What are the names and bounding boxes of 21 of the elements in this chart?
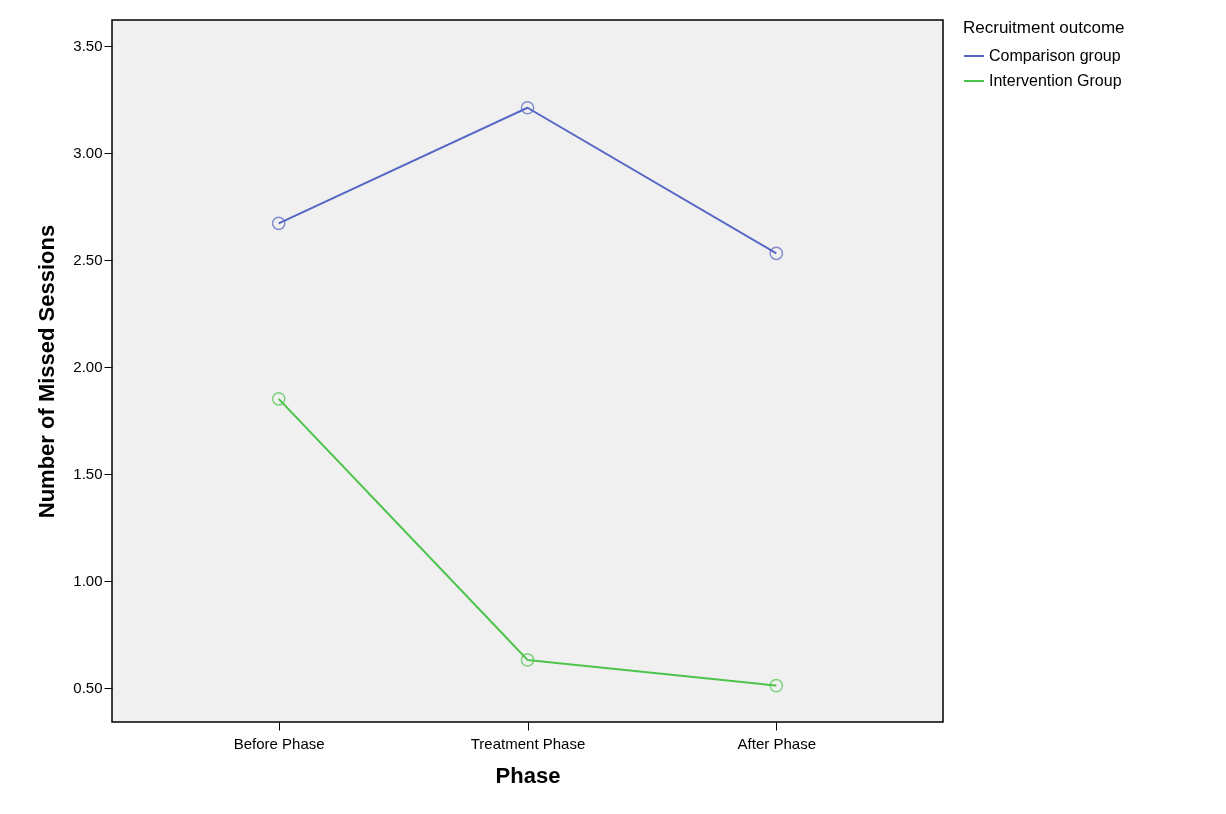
y-tick-label: 1.50 xyxy=(73,465,103,483)
point xyxy=(271,216,286,231)
x-tick-label: Before Phase xyxy=(233,734,325,752)
y-tick-label: 0.50 xyxy=(73,679,103,697)
point xyxy=(520,100,535,115)
point xyxy=(769,678,784,693)
y-axis-title: Number of Missed Sessions xyxy=(34,224,60,519)
y-tick-label: 3.00 xyxy=(73,144,103,162)
legend-title: Recruitment outcome xyxy=(963,18,1125,37)
point xyxy=(271,391,286,406)
x-tick-label: After Phase xyxy=(737,734,816,752)
point xyxy=(520,653,535,667)
x-axis-title: Phase xyxy=(495,762,561,788)
point xyxy=(769,246,784,261)
legend-label: Intervention Group xyxy=(989,72,1122,89)
legend-label: Comparison group xyxy=(989,47,1121,64)
y-tick-label: 2.50 xyxy=(73,251,103,269)
y-tick-label: 2.00 xyxy=(73,358,103,376)
x-tick-label: Treatment Phase xyxy=(470,734,586,752)
y-tick-label: 3.50 xyxy=(73,37,103,55)
y-tick-label: 1.00 xyxy=(73,572,103,590)
